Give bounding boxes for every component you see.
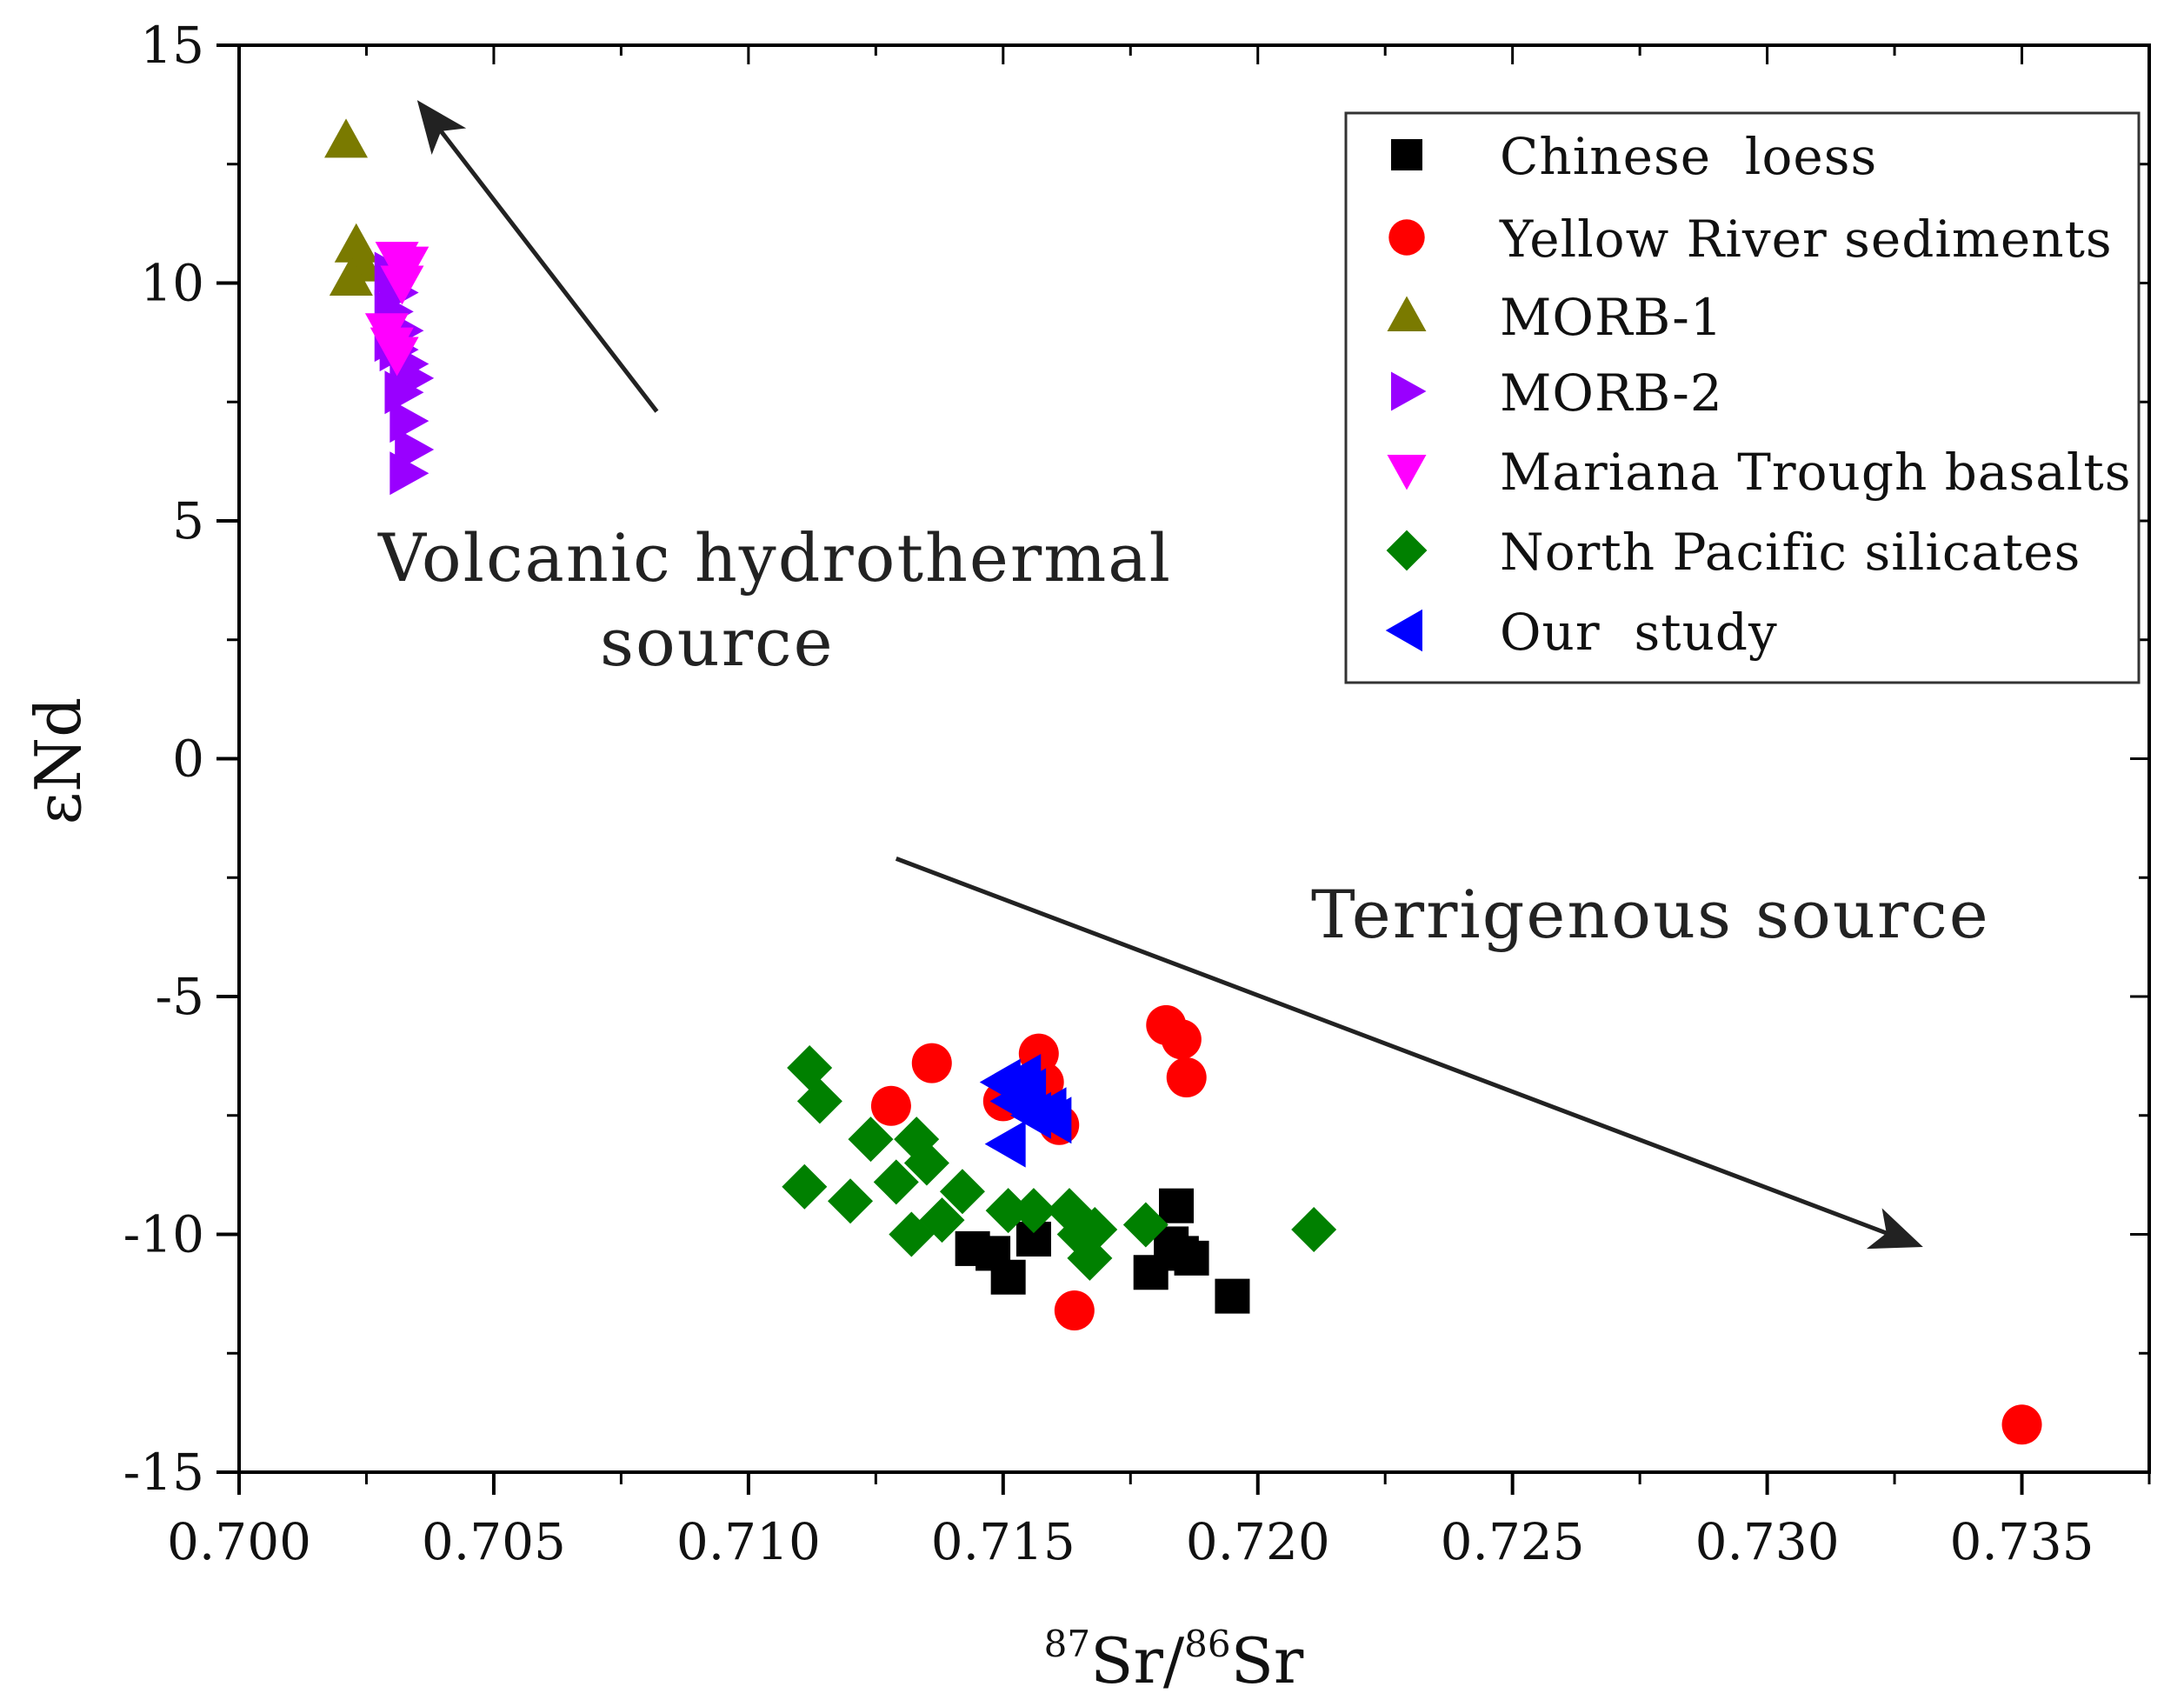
legend-label-yellow-river: Yellow River sediments <box>1499 210 2113 269</box>
annotation-volcanic-line2: source <box>600 603 835 681</box>
point-our-study <box>1005 1068 1047 1116</box>
legend-box <box>1344 111 2141 684</box>
x-tick-label: 0.725 <box>1441 1512 1585 1571</box>
y-tick-label: -5 <box>156 967 205 1026</box>
point-north-pacific-silicates <box>903 1140 949 1186</box>
legend-marker-north-pacific-silicates <box>1386 530 1428 571</box>
legend: Chinese loess Yellow River sediments MOR… <box>1344 111 2141 684</box>
point-chinese-loess <box>1158 1188 1194 1223</box>
legend-label-north-pacific: North Pacific silicates <box>1500 523 2081 582</box>
point-north-pacific-silicates <box>1291 1207 1337 1253</box>
legend-marker-chinese-loess <box>1391 139 1422 170</box>
annotation-layer: Volcanic hydrothermal source Terrigenous… <box>377 100 1990 1250</box>
point-chinese-loess <box>1174 1240 1209 1276</box>
point-north-pacific-silicates <box>1010 1188 1056 1234</box>
point-north-pacific-silicates <box>985 1188 1031 1234</box>
x-tick-label: 0.710 <box>676 1512 821 1571</box>
point-chinese-loess <box>990 1259 1026 1295</box>
annotation-arrow-0 <box>416 100 659 413</box>
x-axis-base-sr2: Sr <box>1231 1624 1304 1697</box>
legend-marker-yellow-river-sediments <box>1388 219 1425 256</box>
y-tick-label: 0 <box>172 730 204 789</box>
point-morb-2 <box>390 451 429 496</box>
point-north-pacific-silicates <box>873 1159 919 1205</box>
legend-markers <box>1385 139 1428 652</box>
point-north-pacific-silicates <box>848 1117 894 1163</box>
annotation-terrigenous: Terrigenous source <box>1311 876 1990 953</box>
legend-label-our-study: Our study <box>1500 603 1778 662</box>
axes-layer: 0.700 0.705 0.710 0.715 0.720 0.725 0.730 0.735… <box>123 16 2151 1571</box>
point-morb-1 <box>329 257 373 297</box>
point-morb-1 <box>334 223 378 263</box>
point-our-study <box>984 1120 1026 1168</box>
x-tick-label: 0.730 <box>1695 1512 1840 1571</box>
point-north-pacific-silicates <box>939 1169 985 1215</box>
legend-label-morb-2: MORB-2 <box>1500 363 1723 423</box>
point-morb-1 <box>324 118 369 158</box>
point-yellow-river-sediments <box>2001 1404 2042 1445</box>
point-north-pacific-silicates <box>782 1163 828 1210</box>
annotation-arrow-1 <box>895 857 1923 1250</box>
legend-label-mariana: Mariana Trough basalts <box>1500 443 2131 502</box>
x-tick-label: 0.715 <box>931 1512 1075 1571</box>
point-yellow-river-sediments <box>1166 1057 1207 1097</box>
legend-marker-morb-2 <box>1391 371 1427 411</box>
point-north-pacific-silicates <box>1072 1207 1118 1253</box>
x-tick-label: 0.705 <box>422 1512 566 1571</box>
point-north-pacific-silicates <box>787 1045 833 1091</box>
legend-label-chinese-loess: Chinese loess <box>1500 127 1877 186</box>
legend-marker-mariana-trough-basalts <box>1387 455 1427 490</box>
x-axis-base-sr1: Sr/ <box>1090 1624 1185 1697</box>
y-tick-label: 5 <box>172 491 204 550</box>
y-tick-label: -10 <box>123 1205 204 1264</box>
point-chinese-loess <box>1215 1278 1250 1314</box>
point-mariana-trough-basalts <box>380 265 424 305</box>
x-axis-title: 87Sr/86Sr <box>1044 1623 1304 1697</box>
point-north-pacific-silicates <box>828 1178 874 1224</box>
y-tick-label: -15 <box>123 1443 204 1502</box>
y-tick-label: 10 <box>140 254 204 313</box>
point-yellow-river-sediments <box>1054 1290 1095 1331</box>
y-tick-label: 15 <box>140 16 204 75</box>
point-our-study <box>1030 1097 1072 1144</box>
x-tick-label: 0.735 <box>1950 1512 2094 1571</box>
point-north-pacific-silicates <box>919 1197 965 1243</box>
y-axis-title: εNd <box>22 697 95 824</box>
legend-marker-our-study <box>1385 609 1422 652</box>
x-axis-sup-87: 87 <box>1044 1623 1090 1665</box>
point-yellow-river-sediments <box>911 1043 952 1083</box>
point-yellow-river-sediments <box>870 1085 911 1126</box>
data-markers-layer <box>324 118 2042 1445</box>
point-mariana-trough-basalts <box>375 337 419 377</box>
legend-marker-morb-1 <box>1387 296 1427 331</box>
point-north-pacific-silicates <box>1067 1235 1113 1281</box>
point-yellow-river-sediments <box>1161 1019 1202 1060</box>
legend-label-morb-1: MORB-1 <box>1500 288 1723 347</box>
annotation-volcanic-line1: Volcanic hydrothermal <box>377 519 1172 597</box>
point-north-pacific-silicates <box>796 1078 842 1124</box>
point-north-pacific-silicates <box>1122 1202 1169 1248</box>
x-tick-label: 0.720 <box>1186 1512 1330 1571</box>
x-axis-sup-86: 86 <box>1184 1623 1230 1665</box>
x-tick-label: 0.700 <box>167 1512 311 1571</box>
